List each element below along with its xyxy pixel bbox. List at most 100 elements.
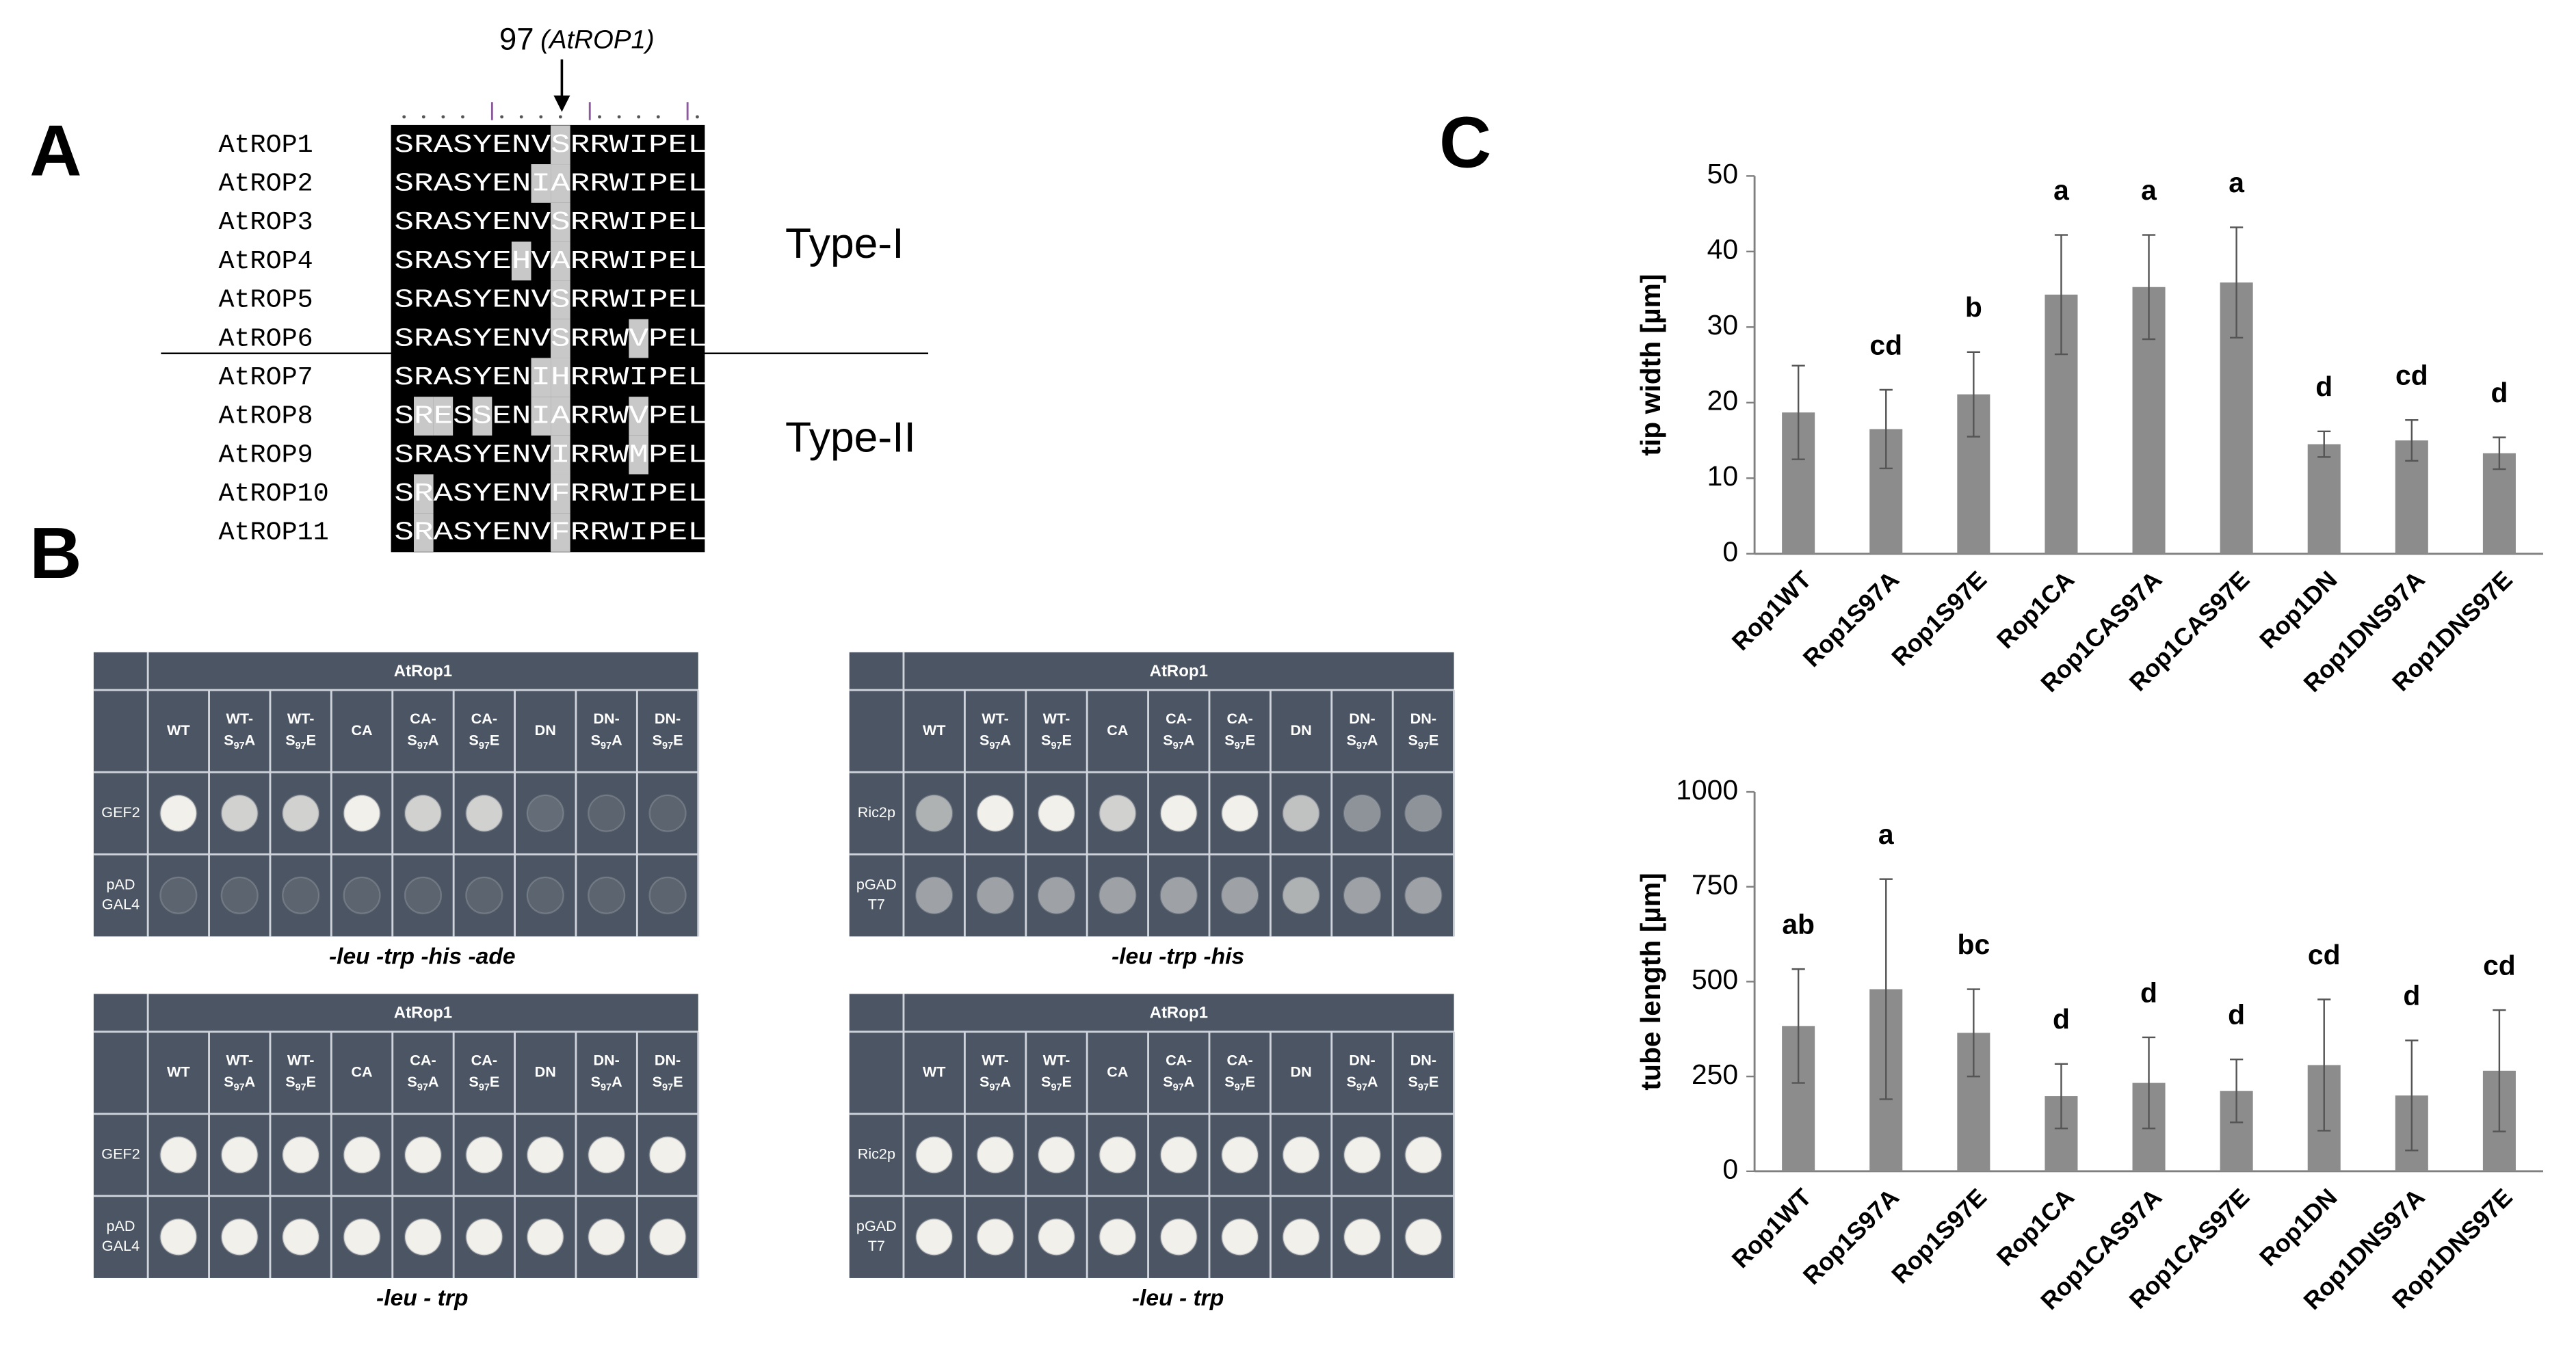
plate-caption: -leu - trp xyxy=(1132,1286,1224,1311)
column-header: S97A xyxy=(1163,1073,1194,1093)
column-header: CA xyxy=(351,1063,373,1080)
column-header: DN- xyxy=(593,1052,619,1069)
colony xyxy=(976,1218,1014,1256)
header-subscript: 97 xyxy=(1418,741,1429,752)
column-header: S97E xyxy=(1224,1073,1255,1093)
column-header: CA- xyxy=(410,710,436,727)
x-tick-label: Rop1WT xyxy=(1726,1183,1817,1273)
sequence: SRASYENVFRRWIPEL xyxy=(394,518,707,548)
sequence-name: AtROP9 xyxy=(218,440,313,470)
column-header: CA xyxy=(1107,1063,1129,1080)
colony xyxy=(526,1218,564,1256)
sequence-name: AtROP3 xyxy=(218,207,313,237)
column-header: S97E xyxy=(285,731,316,751)
colony xyxy=(220,794,259,832)
colony xyxy=(915,1218,954,1256)
header-part: S xyxy=(285,1073,295,1090)
colony xyxy=(1037,794,1076,832)
residue-shade xyxy=(531,164,551,203)
header-subscript: 97 xyxy=(989,1082,1000,1093)
column-header: WT- xyxy=(287,1052,315,1069)
significance-label: d xyxy=(2140,977,2157,1008)
header-subscript: 97 xyxy=(479,1082,490,1093)
colony xyxy=(1404,876,1443,914)
error-bar xyxy=(1879,878,1893,1100)
header-subscript: 97 xyxy=(601,1082,612,1093)
significance-label: d xyxy=(2315,371,2332,402)
colony xyxy=(220,1218,259,1256)
colony xyxy=(1099,1218,1137,1256)
header-part: S xyxy=(1041,731,1051,748)
sequence-name: AtROP1 xyxy=(218,130,313,160)
header-subscript: 97 xyxy=(1051,1082,1062,1093)
error-bar xyxy=(2405,419,2419,462)
ruler-dot xyxy=(617,115,621,119)
y-tick-label: 0 xyxy=(1722,1154,1738,1185)
significance-label: a xyxy=(2141,174,2157,206)
header-part: S xyxy=(1041,1073,1051,1090)
column-header: CA- xyxy=(1226,1052,1252,1069)
sequence: SRESSENIARRWVPEL xyxy=(394,401,707,432)
y-tick-label: 40 xyxy=(1707,234,1738,265)
header-subscript: 97 xyxy=(234,1082,245,1093)
row-label: GAL4 xyxy=(102,1237,140,1254)
row-label: T7 xyxy=(868,895,885,912)
residue-shade xyxy=(551,397,570,436)
header-subscript: 97 xyxy=(1356,741,1367,752)
ruler-dot xyxy=(558,115,562,119)
colony xyxy=(648,1218,687,1256)
residue-shade xyxy=(551,513,570,552)
header-subscript: 97 xyxy=(1235,1082,1246,1093)
row-label: GAL4 xyxy=(102,895,140,912)
y-tick-label: 0 xyxy=(1722,536,1738,568)
column-header: WT xyxy=(167,1063,190,1080)
header-part: A xyxy=(612,731,622,748)
header-part: E xyxy=(1062,731,1071,748)
plate xyxy=(93,652,698,937)
colony xyxy=(220,1136,259,1174)
column-header: CA- xyxy=(1166,1052,1192,1069)
column-header: CA- xyxy=(471,710,497,727)
header-part: S xyxy=(980,1073,989,1090)
colony xyxy=(915,1136,954,1174)
header-part: A xyxy=(1184,731,1195,748)
error-bar xyxy=(2054,234,2068,356)
y-axis-label: tube length [µm] xyxy=(1635,873,1666,1090)
header-part: E xyxy=(673,1073,683,1090)
sequence: SRASYENIARRWIPEL xyxy=(394,169,707,199)
column-header: WT- xyxy=(226,1052,253,1069)
arrow-head xyxy=(553,95,570,112)
header-subscript: 97 xyxy=(295,741,306,752)
header-part: S xyxy=(1224,1073,1234,1090)
header-part: S xyxy=(407,731,417,748)
residue-shade xyxy=(551,202,570,242)
header-subscript: 97 xyxy=(1173,1082,1184,1093)
error-bar xyxy=(1879,388,1893,470)
header-part: S xyxy=(224,1073,233,1090)
row-label: GEF2 xyxy=(101,1145,140,1163)
colony xyxy=(1404,1218,1443,1256)
panel-letter: B xyxy=(29,513,81,594)
column-header: DN- xyxy=(1410,1052,1436,1069)
header-part: A xyxy=(428,731,439,748)
position-label: 97 xyxy=(499,21,534,56)
header-subscript: 97 xyxy=(662,741,673,752)
header-part: S xyxy=(224,731,233,748)
ruler-dot xyxy=(656,115,660,119)
residue-shade xyxy=(472,397,492,436)
colony xyxy=(915,876,954,914)
column-header: DN- xyxy=(1349,710,1375,727)
sequence-name: AtROP8 xyxy=(218,401,313,432)
error-bar xyxy=(2230,1058,2244,1124)
header-part: E xyxy=(673,731,683,748)
error-bar xyxy=(1791,968,1805,1084)
column-header: DN- xyxy=(655,710,681,727)
colony xyxy=(976,876,1014,914)
column-header: S97A xyxy=(407,731,438,751)
significance-label: a xyxy=(1878,819,1894,850)
x-tick-label: Rop1S97E xyxy=(1886,566,1992,672)
colony xyxy=(465,1218,503,1256)
colony xyxy=(1221,876,1259,914)
column-header: WT- xyxy=(287,710,315,727)
colony xyxy=(159,1218,198,1256)
